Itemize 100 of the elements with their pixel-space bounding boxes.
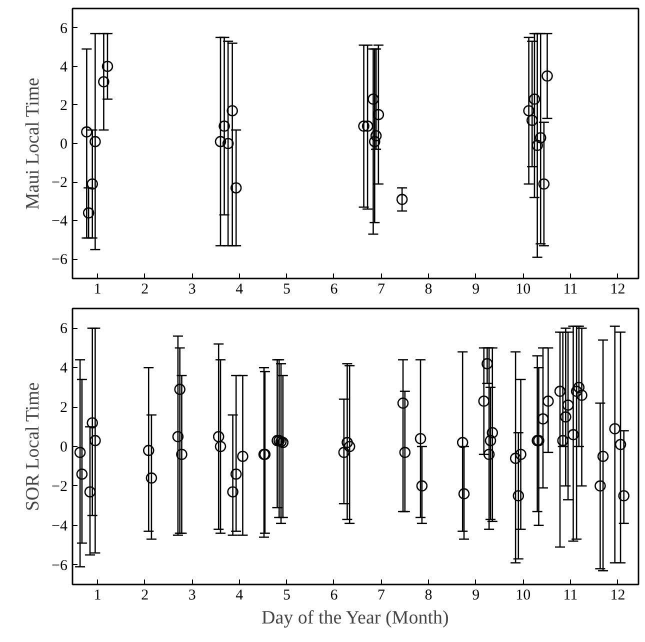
point: [338, 446, 350, 458]
x-tick-label: 9: [472, 282, 480, 298]
x-tick-label: 9: [472, 588, 480, 604]
y-tick-label: −6: [52, 252, 68, 268]
point: [478, 396, 490, 407]
y-tick-label: 4: [60, 360, 68, 377]
y-axis-title: Maui Local Time: [22, 78, 44, 210]
point: [618, 490, 630, 502]
point: [570, 386, 582, 397]
point: [362, 120, 374, 132]
point: [528, 94, 540, 105]
point: [523, 105, 534, 116]
y-tick-label: 2: [60, 98, 68, 114]
point: [576, 390, 588, 401]
point: [369, 136, 380, 148]
x-tick-label: 1: [94, 282, 102, 298]
point: [226, 105, 238, 116]
y-tick-label: 0: [60, 440, 68, 456]
point: [534, 132, 546, 144]
point: [90, 434, 101, 446]
x-tick-label: 10: [516, 282, 531, 298]
point: [230, 182, 242, 194]
y-tick-label: 0: [60, 136, 68, 152]
point: [86, 417, 98, 428]
point: [399, 446, 411, 458]
y-tick-label: 2: [60, 400, 68, 416]
x-tick-label: 8: [424, 282, 432, 298]
x-tick-label: 10: [516, 588, 531, 604]
point: [82, 207, 94, 219]
x-tick-label: 2: [141, 588, 149, 604]
point: [102, 60, 114, 72]
x-tick-label: 1: [94, 588, 102, 604]
point: [557, 434, 568, 446]
point: [370, 130, 382, 142]
point: [510, 452, 522, 464]
point: [84, 486, 96, 498]
y-tick-label: 6: [60, 20, 68, 37]
x-axis-title: Day of the Year (Month): [261, 608, 449, 628]
y-tick-label: 6: [60, 321, 68, 338]
x-tick-label: 4: [236, 282, 244, 298]
x-tick-label: 7: [378, 588, 386, 604]
y-tick-label: −2: [52, 175, 68, 192]
point: [416, 480, 428, 492]
point: [212, 431, 224, 442]
point: [542, 396, 554, 407]
point: [230, 468, 242, 480]
x-tick-label: 8: [424, 588, 432, 604]
point: [597, 450, 609, 462]
point: [76, 468, 88, 480]
x-tick-label: 7: [378, 282, 386, 298]
point: [358, 120, 370, 132]
point: [482, 358, 493, 370]
point: [342, 436, 353, 448]
point: [86, 178, 98, 190]
point: [74, 446, 86, 458]
y-tick-label: −4: [52, 214, 68, 230]
point: [456, 436, 468, 448]
y-tick-label: −4: [52, 518, 68, 534]
point: [98, 76, 110, 88]
x-tick-label: 5: [282, 282, 290, 298]
point: [142, 444, 154, 456]
point: [222, 138, 234, 150]
x-tick-label: 12: [610, 588, 626, 604]
y-tick-label: −2: [52, 478, 68, 495]
x-tick-label: 6: [330, 588, 338, 604]
point: [512, 490, 524, 502]
point: [484, 434, 496, 446]
x-tick-label: 11: [563, 588, 578, 604]
point: [594, 480, 606, 492]
point: [532, 140, 543, 152]
point: [237, 450, 248, 462]
point: [542, 70, 553, 82]
point: [573, 382, 585, 393]
x-tick-label: 4: [236, 588, 244, 604]
point: [458, 488, 470, 500]
x-tick-label: 2: [141, 282, 149, 298]
point: [562, 399, 574, 411]
point: [174, 384, 186, 395]
point: [568, 429, 579, 440]
point: [414, 432, 426, 444]
point: [486, 427, 498, 438]
point: [537, 413, 549, 425]
point: [214, 136, 226, 148]
point: [368, 94, 379, 105]
point: [483, 448, 495, 460]
point: [538, 178, 550, 190]
point: [176, 448, 188, 460]
point: [560, 411, 572, 423]
point: [218, 120, 230, 132]
point: [344, 440, 356, 452]
point: [554, 386, 566, 397]
x-tick-label: 3: [188, 282, 196, 298]
point: [614, 438, 626, 450]
point: [214, 440, 226, 452]
point: [146, 472, 158, 484]
x-tick-label: 6: [330, 282, 338, 298]
x-tick-label: 12: [610, 282, 626, 298]
point: [372, 108, 384, 120]
x-tick-label: 5: [282, 588, 290, 604]
y-axis-title: SOR Local Time: [22, 382, 44, 512]
